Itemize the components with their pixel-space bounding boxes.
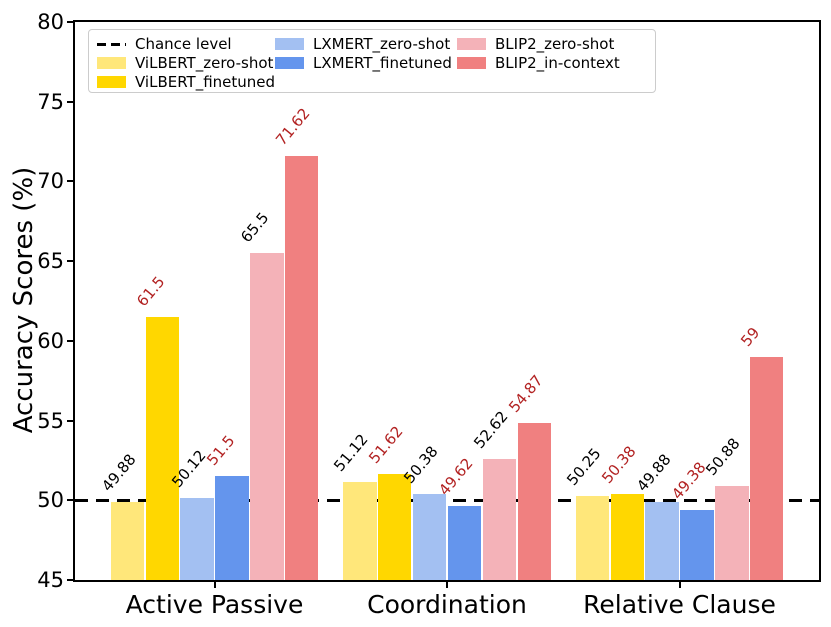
bar-LXMERT_finetuned [680,510,714,580]
bar-value-label: 71.62 [272,104,314,149]
y-axis-label: Accuracy Scores (%) [9,166,39,434]
bar-value-label: 49.88 [632,450,675,496]
bar-ViLBERT_finetuned [145,316,179,580]
bar-ViLBERT_zero-shot [575,496,609,580]
bar-LXMERT_zero-shot [180,498,214,580]
plot-area: 49.88 61.5 50.12 51.5 65.5 71.62 51.12 51.62 50.… [73,20,821,582]
bar-ViLBERT_finetuned [378,474,412,580]
x-tick-mark [446,582,448,588]
bar-BLIP2_zero-shot [715,486,749,580]
bar-value-label: 50.38 [597,442,640,488]
chance-level-dash-icon [97,42,126,46]
legend-column: Chance level ViLBERT_zero-shot ViLBERT_fin… [97,35,275,91]
legend-column: LXMERT_zero-shot LXMERT_finetuned [275,35,457,87]
y-tick-label: 55 [37,408,64,433]
bar-BLIP2_in-context [750,356,784,580]
y-tick-mark [67,260,75,263]
legend-item: Chance level [97,35,275,53]
bar-value-label: 54.87 [504,371,547,416]
legend-column: BLIP2_zero-shot BLIP2_in-context [457,35,647,87]
bar-value-label: 50.88 [702,434,744,480]
bar-value-label: 49.62 [435,454,477,500]
legend-item: BLIP2_zero-shot [457,35,647,53]
bar-value-label: 50.25 [563,444,605,490]
bar-LXMERT_zero-shot [645,502,679,580]
legend-swatch-icon [275,38,304,50]
y-tick-mark [67,419,75,422]
bar-BLIP2_zero-shot [482,458,516,580]
bar-ViLBERT_zero-shot [343,482,377,580]
bar-BLIP2_in-context [517,422,551,580]
legend-label: LXMERT_finetuned [313,54,452,72]
y-tick-mark [67,579,75,581]
bar-value-label: 65.5 [237,209,273,247]
legend-item: ViLBERT_finetuned [97,73,275,91]
bar-LXMERT_zero-shot [412,494,447,580]
bar-value-label: 52.62 [470,407,512,452]
x-tick-mark [678,582,681,588]
y-tick-label: 65 [37,249,64,274]
legend-swatch-icon [97,76,126,88]
y-tick-label: 80 [37,10,64,34]
legend-label: BLIP2_in-context [495,54,620,72]
y-tick-label: 50 [37,488,64,513]
x-category-label: Coordination [367,590,527,619]
legend-label: ViLBERT_finetuned [135,73,276,91]
bar-BLIP2_in-context [285,155,319,580]
y-tick-label: 60 [37,328,64,353]
y-tick-label: 70 [37,169,64,194]
bar-value-label: 51.5 [202,432,238,470]
legend-label: Chance level [135,35,232,53]
bar-LXMERT_finetuned [215,476,249,580]
y-tick-mark [67,180,75,183]
x-tick-mark [213,582,216,588]
x-category-label: Relative Clause [583,590,776,619]
y-tick-label: 75 [37,89,64,114]
bar-ViLBERT_zero-shot [110,502,144,580]
legend-item: BLIP2_in-context [457,54,647,72]
legend-label: ViLBERT_zero-shot [135,54,274,72]
legend-item: ViLBERT_zero-shot [97,54,275,72]
y-tick-mark [67,21,75,23]
y-tick-mark [67,339,75,342]
bar-value-label: 50.38 [400,442,442,488]
legend-swatch-icon [457,57,486,69]
bar-LXMERT_finetuned [447,506,482,580]
legend-swatch-icon [275,57,304,69]
y-tick-mark [67,100,75,103]
legend-label: BLIP2_zero-shot [495,35,615,53]
legend: Chance level ViLBERT_zero-shot ViLBERT_fin… [88,29,656,93]
bar-ViLBERT_finetuned [610,494,644,580]
legend-swatch-icon [97,57,126,69]
y-tick-mark [67,499,75,502]
bar-value-label: 59 [737,323,764,350]
bar-value-label: 61.5 [132,272,169,310]
bar-value-label: 49.88 [98,450,140,496]
chance-level-line [75,498,819,502]
legend-label: LXMERT_zero-shot [313,35,451,53]
x-category-label: Active Passive [125,590,304,619]
legend-item: LXMERT_zero-shot [275,35,457,53]
legend-item: LXMERT_finetuned [275,54,457,72]
y-tick-label: 45 [37,568,64,592]
legend-swatch-icon [457,38,486,50]
bar-BLIP2_zero-shot [250,253,284,580]
bar-value-label: 51.62 [365,422,407,468]
